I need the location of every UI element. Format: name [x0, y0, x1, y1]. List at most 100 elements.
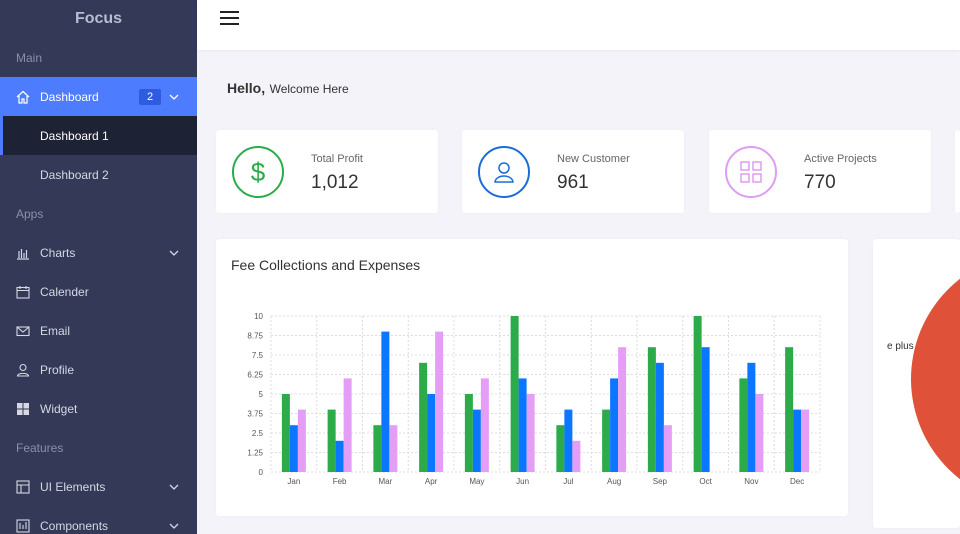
stat-value: 1,012 — [311, 172, 359, 193]
bar — [389, 425, 398, 472]
bar — [435, 331, 444, 472]
bar — [480, 378, 489, 472]
sidebar-item-email[interactable]: Email — [0, 311, 197, 350]
x-tick-label: Jan — [287, 477, 300, 486]
chevron-down-icon — [169, 520, 179, 530]
pie-legend-label: e plus — [887, 341, 914, 352]
chevron-down-icon — [169, 481, 179, 491]
y-tick-label: 1.25 — [247, 449, 263, 458]
calendar-icon — [16, 285, 30, 299]
bar — [472, 409, 481, 472]
user-icon — [16, 363, 30, 377]
bar — [572, 440, 581, 472]
x-tick-label: Nov — [744, 477, 758, 486]
fee-bar-chart: 0 1.25 2.5 3.75 5 6.25 7.5 8.75 10 Jan Feb Mar Apr Ma… — [247, 312, 821, 486]
stat-label: Total Profit — [311, 153, 363, 165]
bar — [801, 409, 810, 472]
stat-label: Active Projects — [804, 153, 877, 165]
chart-title: Fee Collections and Expenses — [231, 257, 421, 273]
bar — [655, 362, 664, 472]
mail-icon — [16, 324, 30, 338]
bar — [663, 425, 672, 472]
bar — [281, 394, 290, 472]
sidebar-item-calender[interactable]: Calender — [0, 272, 197, 311]
y-tick-label: 7.5 — [252, 351, 264, 360]
bar — [610, 378, 619, 472]
sidebar-item-widget[interactable]: Widget — [0, 389, 197, 428]
sidebar-item-ui-elements[interactable]: UI Elements — [0, 467, 197, 506]
bar — [701, 347, 710, 472]
chevron-down-icon — [169, 91, 179, 101]
bar — [747, 362, 756, 472]
sidebar-item-label: Email — [40, 323, 71, 338]
stat-card-active-projects: Active Projects 770 — [709, 130, 931, 213]
home-icon — [16, 90, 30, 104]
brand-logo[interactable]: Focus — [74, 10, 123, 27]
svg-text:$: $ — [251, 157, 266, 187]
section-label-features: Features — [16, 440, 64, 455]
sidebar-item-label: Profile — [40, 362, 75, 377]
bar — [526, 394, 535, 472]
x-tick-label: Sep — [653, 477, 668, 486]
sidebar-item-charts[interactable]: Charts — [0, 233, 197, 272]
sidebar-item-label: Components — [40, 518, 109, 533]
stat-value: 961 — [557, 172, 589, 193]
y-tick-label: 0 — [259, 468, 264, 477]
sidebar-item-label: Calender — [40, 284, 89, 299]
sidebar-item-label: UI Elements — [40, 479, 106, 494]
pie-slice — [911, 278, 960, 480]
x-tick-label: May — [469, 477, 484, 486]
y-tick-label: 6.25 — [247, 371, 263, 380]
sidebar-item-profile[interactable]: Profile — [0, 350, 197, 389]
section-label-apps: Apps — [16, 206, 44, 221]
notification-badge: 2 — [139, 89, 161, 105]
top-header — [197, 0, 960, 50]
grid-icon — [725, 146, 777, 198]
section-label-main: Main — [16, 50, 43, 65]
widget-grid-icon — [16, 402, 30, 416]
bar — [556, 425, 565, 472]
y-tick-label: 10 — [254, 312, 263, 321]
layout-icon — [16, 479, 30, 494]
stat-card-partial — [955, 130, 960, 213]
y-tick-label: 8.75 — [247, 332, 263, 341]
y-tick-label: 5 — [259, 390, 264, 399]
bar — [327, 409, 336, 472]
hamburger-menu-icon[interactable] — [220, 11, 239, 25]
x-tick-label: Jun — [516, 477, 529, 486]
bar — [419, 362, 428, 472]
sidebar-item-components[interactable]: Components — [0, 506, 197, 534]
sidebar-subitem-dashboard-2[interactable]: Dashboard 2 — [40, 167, 109, 182]
bar — [785, 347, 794, 472]
x-tick-label: Dec — [790, 477, 804, 486]
bar — [793, 409, 802, 472]
bar — [564, 409, 573, 472]
sidebar-item-label: Widget — [40, 401, 78, 416]
bar — [518, 378, 527, 472]
bar — [427, 394, 436, 472]
bar — [335, 440, 344, 472]
sidebar-item-label: Charts — [40, 245, 76, 260]
greeting-welcome: Welcome Here — [269, 82, 349, 96]
bar — [381, 331, 390, 472]
sidebar: Focus Main Dashboard 2 Dashboard 1 Dashb… — [0, 0, 197, 534]
bar — [297, 409, 306, 472]
pie-chart — [911, 278, 960, 480]
stat-value: 770 — [804, 172, 836, 193]
y-tick-label: 2.5 — [252, 429, 264, 438]
sidebar-subitem-dashboard-1[interactable]: Dashboard 1 — [0, 116, 197, 155]
stat-card-total-profit: $ Total Profit 1,012 — [216, 130, 438, 213]
bar — [343, 378, 352, 472]
x-tick-label: Jul — [563, 477, 573, 486]
stat-card-new-customer: New Customer 961 — [462, 130, 684, 213]
x-tick-label: Oct — [699, 477, 712, 486]
sidebar-item-dashboard[interactable]: Dashboard 2 — [0, 77, 197, 116]
y-tick-label: 3.75 — [247, 410, 263, 419]
bar — [618, 347, 627, 472]
sidebar-item-label: Dashboard — [40, 89, 99, 104]
bar — [289, 425, 298, 472]
bar — [647, 347, 656, 472]
bar-chart-icon — [16, 246, 30, 260]
bar — [373, 425, 382, 472]
x-tick-label: Feb — [333, 477, 347, 486]
